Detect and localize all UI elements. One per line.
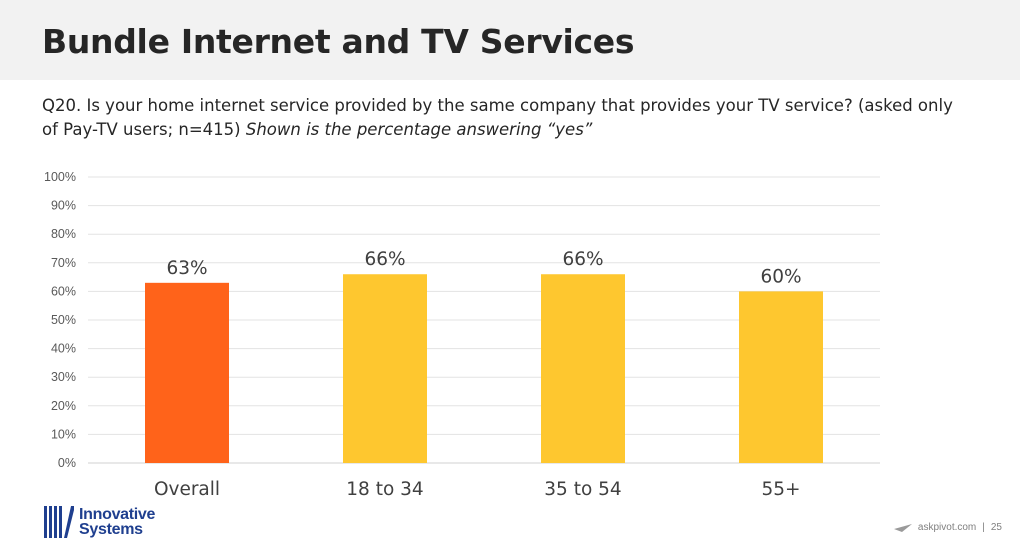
data-label: 66% — [364, 249, 405, 270]
page-title: Bundle Internet and TV Services — [42, 22, 635, 61]
y-axis-tick-labels: 0% 10% 20% 30% 40% 50% 60% 70% 80% 90% 100% — [44, 170, 76, 470]
question-text: Q20. Is your home internet service provi… — [42, 94, 972, 142]
y-tick-label: 60% — [51, 284, 76, 298]
data-label: 60% — [760, 266, 801, 287]
innovative-systems-logo: Innovative Systems — [44, 506, 155, 538]
y-tick-label: 40% — [51, 342, 76, 356]
bar — [739, 291, 823, 463]
y-tick-label: 70% — [51, 256, 76, 270]
data-label: 66% — [562, 249, 603, 270]
bar — [145, 282, 229, 463]
footer-site: askpivot.com — [917, 522, 977, 533]
category-label: 18 to 34 — [346, 479, 423, 500]
y-tick-label: 90% — [51, 199, 76, 213]
y-tick-label: 10% — [51, 427, 76, 441]
bar — [343, 274, 427, 463]
y-tick-label: 0% — [58, 456, 76, 470]
category-label: Overall — [154, 479, 220, 500]
page-number: 25 — [990, 522, 1002, 533]
title-band: Bundle Internet and TV Services — [0, 0, 1020, 80]
data-labels: 63% 66% 66% 60% — [166, 249, 801, 287]
bar-chart: 0% 10% 20% 30% 40% 50% 60% 70% 80% 90% 100% 63% 66%… — [44, 170, 880, 500]
logo-line1: Innovative — [79, 506, 156, 523]
footer-separator: | — [982, 522, 985, 533]
logo-line2: Systems — [79, 521, 143, 538]
category-label: 35 to 54 — [544, 479, 621, 500]
question-note: Shown is the percentage answering “yes” — [245, 120, 593, 139]
y-tick-label: 30% — [51, 370, 76, 384]
paper-plane-icon — [893, 523, 912, 532]
category-label: 55+ — [761, 479, 800, 500]
question-body: Q20. Is your home internet service provi… — [42, 96, 953, 139]
bar — [541, 274, 625, 463]
bars — [145, 274, 823, 463]
footer: askpivot.com | 25 — [893, 522, 1002, 533]
x-axis-category-labels: Overall 18 to 34 35 to 54 55+ — [154, 479, 801, 500]
logo-stripes-icon — [44, 506, 74, 538]
y-tick-label: 100% — [44, 170, 76, 184]
y-tick-label: 50% — [51, 313, 76, 327]
data-label: 63% — [166, 258, 207, 279]
y-tick-label: 80% — [51, 227, 76, 241]
y-tick-label: 20% — [51, 399, 76, 413]
